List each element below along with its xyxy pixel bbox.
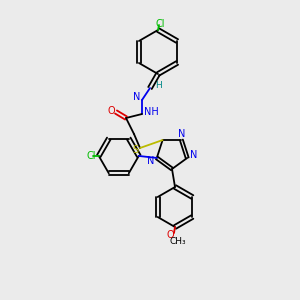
Text: N: N (147, 156, 154, 166)
Text: N: N (178, 129, 185, 139)
Text: CH₃: CH₃ (170, 238, 186, 247)
Text: Cl: Cl (86, 151, 95, 161)
Text: N: N (190, 150, 197, 160)
Text: N: N (133, 92, 141, 102)
Text: S: S (132, 145, 138, 155)
Text: H: H (156, 82, 162, 91)
Text: Cl: Cl (155, 19, 165, 29)
Text: O: O (107, 106, 115, 116)
Text: O: O (166, 230, 174, 240)
Text: NH: NH (144, 107, 158, 117)
